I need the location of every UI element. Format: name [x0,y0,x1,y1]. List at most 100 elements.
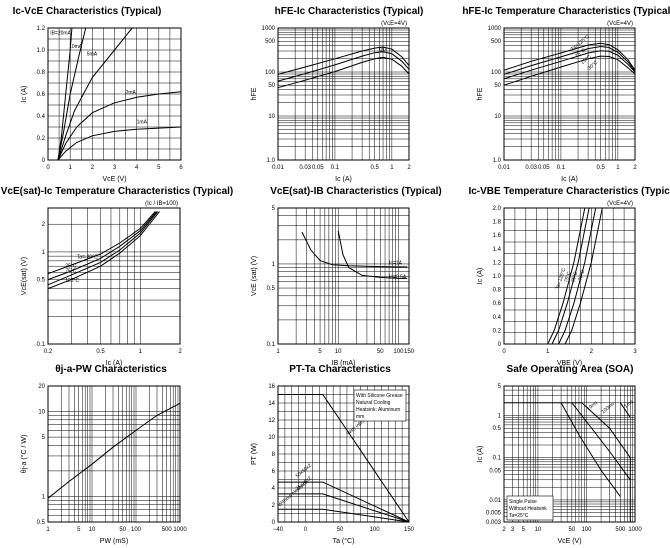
y-axis-label: VcE (sat) (V) [251,256,258,296]
annotation-1: 75°C [564,271,573,284]
series-line-1 [278,394,410,523]
chart-title: Ic-VcE Characteristics (Typical) [13,6,162,17]
annotation-0: Ic=1A [389,261,403,267]
x-tick-label-0: 1 [46,527,50,533]
series-line-2 [47,211,157,281]
x-tick-label-6: 6 [179,165,183,171]
y-axis-label: hFE [477,87,484,100]
chart-subtitle: (VcE=4V) [607,21,633,27]
plot-frame [47,27,182,161]
y-tick-label-2: 0.4 [37,114,46,120]
legend-entry-0: With Silicone Grease [356,393,403,399]
series-line-1 [57,27,73,161]
series-line-3 [503,50,636,80]
x-tick-label-3: 0.1 [331,165,340,171]
x-tick-label-2: 5 [522,527,526,533]
y-tick-label-3: 0.6 [37,92,46,98]
x-tick-label-1: 3 [511,527,515,533]
series-line-2 [277,51,410,82]
y-axis-label: hFE [251,87,258,100]
series-line-2 [57,27,87,161]
x-tick-label-4: 100 [393,349,404,355]
y-tick-label-0: 0 [42,158,46,164]
x-tick-label-1: 0.03 [299,165,311,171]
series-line-1 [277,46,410,75]
y-tick-label-6: 1 [498,414,502,420]
x-tick-label-4: 50 [569,527,576,533]
x-tick-label-4: 0.5 [371,165,380,171]
chart-title: hFE-Ic Characteristics (Typical) [275,6,424,17]
chart-title: θj-a-PW Characteristics [55,364,167,375]
y-tick-label-3: 100 [491,70,502,76]
legend-entry-2: Ta=25°C [509,513,529,519]
x-tick-label-1: 0.03 [525,165,537,171]
y-tick-label-8: 1.6 [493,233,502,239]
y-tick-label-0: 0.003 [486,520,502,526]
y-axis-label: Ic (A) [21,86,28,103]
y-tick-label-10: 2.0 [493,206,502,212]
x-tick-label-0: 0.2 [44,349,53,355]
y-tick-label-2: 0.01 [489,498,501,504]
legend-entry-2: Heatsink: Aluminum [356,407,400,413]
x-axis-label: Ta (°C) [333,537,355,545]
y-tick-label-4: 8 [272,452,276,458]
annotation-3: 125°C [65,278,79,284]
x-tick-label-1: 0 [304,527,308,533]
x-tick-label-4: 0.5 [597,165,606,171]
legend-entry-1: Without Heatsink [509,506,547,512]
y-tick-label-7: 14 [268,401,275,407]
x-tick-label-1: 1 [68,165,72,171]
chart-panel-6: 0 1 2 3 0 0.2 0.4 0.6 0.8 1.0 1.2 1.4 1.6 1.8 2.0 Ic-VB… [468,186,670,367]
y-tick-label-4: 0.8 [493,288,502,294]
x-axis-label: IB (mA) [332,360,356,367]
x-tick-label-3: 3 [113,165,117,171]
chart-title: VcE(sat)-Ic Temperature Characteristics … [1,186,234,197]
y-tick-label-1: 0.2 [493,328,502,334]
y-tick-label-2: 1 [272,262,276,268]
y-tick-label-3: 2 [42,222,46,228]
y-tick-label-2: 4 [272,486,276,492]
y-tick-label-1: 10 [494,114,501,120]
series-line-2 [551,207,590,345]
x-tick-label-0: 0 [46,165,50,171]
x-tick-label-0: 0.01 [498,165,510,171]
x-tick-label-0: 2 [502,527,506,533]
x-tick-label-2: 50 [337,527,344,533]
y-tick-label-4: 0.8 [37,70,46,76]
y-tick-label-4: 500 [265,39,276,45]
legend-entry-3: mm [356,414,364,420]
x-tick-label-2: 0.05 [312,165,324,171]
x-tick-label-3: 50 [119,527,126,533]
x-tick-label-6: 2 [407,165,411,171]
x-tick-label-0: 0.01 [272,165,284,171]
annotation-0: Ta=-30°C [77,254,98,260]
series-line-2 [571,402,631,481]
annotation-3: 2mA [126,90,137,96]
y-axis-label: Ic (A) [477,268,484,285]
x-axis-label: Ic (A) [335,176,352,183]
chart-subtitle: (VcE=4V) [381,21,407,27]
x-axis-label: VBE (V) [557,360,582,367]
y-tick-label-3: 6 [272,469,276,475]
chart-title: Ic-VBE Temperature Characteristics (Typi… [468,186,670,197]
y-tick-label-1: 0.5 [267,286,276,292]
x-tick-label-3: 3 [633,349,637,355]
x-tick-label-4: 150 [404,527,415,533]
annotation-2: 1ms [623,399,634,410]
plot-frame [47,207,181,345]
x-tick-label-5: 5 [157,165,161,171]
y-axis-label: θj-a (°C / W) [20,435,28,474]
annotation-4: 1mA [137,120,148,126]
x-tick-label-2: 2 [590,349,594,355]
legend-entry-0: Single Pulse [509,499,537,505]
x-tick-label-5: 100 [581,527,592,533]
y-tick-label-5: 1.0 [493,274,502,280]
y-tick-label-2: 0.4 [493,315,502,321]
chart-title: Safe Operating Area (SOA) [507,364,634,375]
x-tick-label-2: 10 [335,349,342,355]
series-line-4 [47,211,160,290]
series-line-3 [277,56,410,89]
plot-frame [503,27,636,161]
